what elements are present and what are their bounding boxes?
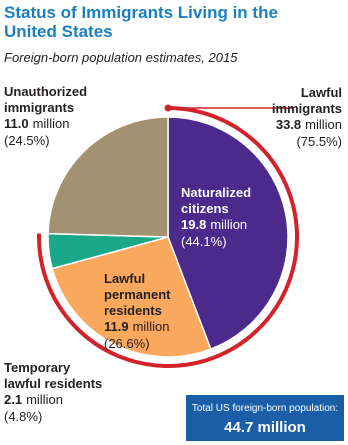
label-percent: (4.8%) bbox=[4, 409, 42, 424]
label-name: lawful residents bbox=[4, 376, 102, 391]
label-percent: (26.6%) bbox=[104, 336, 150, 351]
group-leader-dot bbox=[164, 104, 172, 112]
label-name: immigrants bbox=[4, 100, 74, 115]
label-percent: (24.5%) bbox=[4, 133, 50, 148]
slice-label: Naturalized citizens 19.8 million (44.1%) bbox=[181, 185, 251, 249]
label-value: 19.8 bbox=[181, 217, 206, 232]
label-unit: million bbox=[26, 392, 63, 407]
pie-slice bbox=[167, 116, 289, 351]
label-name: Naturalized bbox=[181, 185, 251, 200]
slice-label: Lawful permanent residents 11.9 million (26.6… bbox=[104, 271, 171, 351]
pie bbox=[37, 104, 299, 368]
label-name: Lawful bbox=[104, 271, 145, 286]
label-value: 11.9 bbox=[104, 319, 129, 334]
slice-label: Lawful immigrants 33.8 million (75.5%) bbox=[272, 85, 342, 149]
total-value: 44.7 million bbox=[224, 419, 306, 436]
total-label: Total US foreign-born population: bbox=[192, 403, 338, 414]
total-box bbox=[186, 395, 344, 441]
label-percent: (75.5%) bbox=[296, 134, 342, 149]
label-name: citizens bbox=[181, 201, 229, 216]
label-name: Unauthorized bbox=[4, 84, 87, 99]
chart-title: Status of Immigrants Living in the United… bbox=[4, 3, 278, 41]
label-name: immigrants bbox=[272, 101, 342, 116]
label-value: 2.1 bbox=[4, 392, 22, 407]
label-name: permanent bbox=[104, 287, 171, 302]
label-unit: million bbox=[133, 319, 170, 334]
label-name: Lawful bbox=[301, 85, 342, 100]
group-arc bbox=[37, 106, 299, 368]
label-percent: (44.1%) bbox=[181, 234, 227, 249]
slice-label: Unauthorized immigrants 11.0 million (24.5%) bbox=[4, 84, 87, 148]
label-value: 11.0 bbox=[4, 116, 29, 131]
label-unit: million bbox=[210, 217, 247, 232]
label-unit: million bbox=[305, 117, 342, 132]
label-name: residents bbox=[104, 303, 162, 318]
labels: Naturalized citizens 19.8 million (44.1%) Law… bbox=[4, 84, 344, 441]
label-unit: million bbox=[33, 116, 70, 131]
label-value: 33.8 bbox=[276, 117, 301, 132]
pie-slice bbox=[51, 236, 212, 358]
chart-subtitle: Foreign-born population estimates, 2015 bbox=[4, 50, 238, 65]
pie-slice bbox=[47, 116, 169, 238]
slice-label: Temporary lawful residents 2.1 million (4.8%… bbox=[4, 360, 102, 424]
label-name: Temporary bbox=[4, 360, 71, 375]
